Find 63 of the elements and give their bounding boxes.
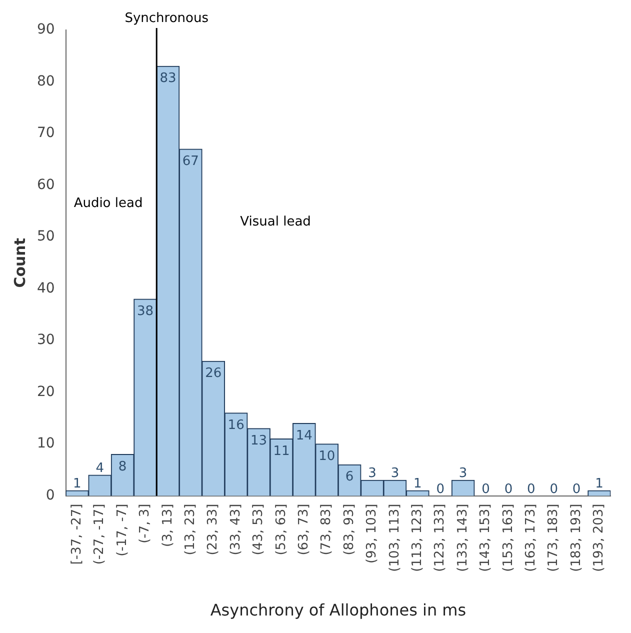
data-label: 0 <box>527 482 536 497</box>
x-axis-title: Asynchrony of Allophones in ms <box>210 600 466 620</box>
data-label: 1 <box>414 476 422 492</box>
x-tick-label: (-17, -7] <box>114 504 130 556</box>
data-label: 6 <box>345 470 354 485</box>
x-tick-label: [-37, -27] <box>70 504 85 565</box>
data-label: 0 <box>550 482 558 497</box>
x-tick-label: (143, 153] <box>478 504 494 572</box>
x-tick-label: (33, 43] <box>228 504 244 556</box>
y-tick-label: 30 <box>36 332 55 348</box>
y-tick-label: 90 <box>36 22 55 38</box>
y-tick-label: 20 <box>36 384 55 400</box>
data-label: 16 <box>228 418 244 433</box>
y-tick-label: 80 <box>36 73 55 90</box>
data-label: 3 <box>368 466 376 482</box>
x-tick-label: (113, 123] <box>410 504 426 572</box>
x-tick-label: (63, 73] <box>296 504 312 556</box>
x-tick-label: (153, 163] <box>500 504 516 572</box>
x-tick-label: (73, 83] <box>319 504 334 556</box>
y-tick-label: 50 <box>36 228 55 245</box>
x-tick-label: (-27, -17] <box>92 504 108 565</box>
y-tick-label: 10 <box>36 436 55 452</box>
data-label: 1 <box>73 476 82 492</box>
y-tick-label: 40 <box>36 280 55 296</box>
data-label: 26 <box>205 366 222 382</box>
data-label: 8 <box>118 459 127 474</box>
data-label: 10 <box>318 449 336 464</box>
x-tick-label: (3, 13] <box>160 504 176 547</box>
text: Synchronous <box>124 11 209 26</box>
data-label: 11 <box>273 444 290 459</box>
data-label: 14 <box>296 428 312 444</box>
x-tick-label: (23, 33] <box>206 504 221 556</box>
data-label: 67 <box>182 154 199 170</box>
data-label: 38 <box>136 304 154 320</box>
data-label: 0 <box>572 482 581 497</box>
x-tick-label: (173, 183] <box>546 504 562 572</box>
y-tick-label: 70 <box>36 125 55 142</box>
x-tick-label: (83, 93] <box>342 504 357 556</box>
data-label: 1 <box>595 476 604 492</box>
x-tick-label: (93, 103] <box>364 504 380 564</box>
data-label: 0 <box>504 482 513 497</box>
x-tick-label: (43, 53] <box>251 504 266 556</box>
annotation: Visual lead <box>240 214 311 230</box>
y-axis-title: Count <box>10 238 29 288</box>
annotation: Audio lead <box>74 196 143 211</box>
data-label: 3 <box>458 466 468 482</box>
x-tick-label: (123, 133] <box>432 504 448 572</box>
x-tick-label: (-7, 3] <box>138 504 153 544</box>
data-label: 83 <box>160 71 176 86</box>
x-tick-label: (133, 143] <box>455 504 470 572</box>
x-tick-label: (53, 63] <box>274 504 289 556</box>
data-label: 3 <box>390 466 400 482</box>
x-tick-label: (163, 173] <box>524 504 539 572</box>
x-tick-label: (103, 113] <box>387 504 402 572</box>
x-tick-label: (183, 193] <box>568 504 584 572</box>
data-label: 4 <box>96 461 104 476</box>
data-label: 0 <box>436 482 445 497</box>
data-label: 0 <box>482 482 490 497</box>
x-tick-label: (13, 23] <box>183 504 198 556</box>
x-tick-label: (193, 203] <box>592 504 607 572</box>
y-tick-label: 0 <box>46 487 55 504</box>
data-label: 13 <box>250 433 268 448</box>
y-tick-label: 60 <box>36 176 55 193</box>
